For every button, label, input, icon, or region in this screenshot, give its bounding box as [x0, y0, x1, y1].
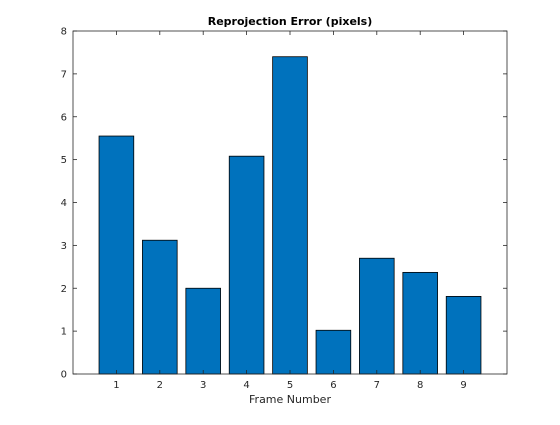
x-tick-label: 3 — [200, 380, 206, 391]
bar-frame-4 — [228, 155, 265, 375]
y-tick-label: 2 — [61, 284, 67, 295]
bar-frame-5 — [272, 56, 308, 375]
y-tick-label: 1 — [61, 327, 67, 338]
x-tick-label: 6 — [330, 380, 336, 391]
bar-frame-2 — [142, 239, 178, 375]
chart-title: Reprojection Error (pixels) — [208, 15, 373, 28]
bars-group — [98, 56, 482, 375]
bar-frame-8 — [402, 271, 438, 375]
x-tick-label: 8 — [417, 380, 423, 391]
x-tick-label: 4 — [243, 380, 249, 391]
y-tick-label: 3 — [61, 241, 67, 252]
x-tick-label: 2 — [157, 380, 163, 391]
y-tick-label: 7 — [61, 69, 67, 80]
x-tick-label: 9 — [460, 380, 466, 391]
x-tick-label: 5 — [287, 380, 293, 391]
bar-frame-3 — [185, 287, 221, 375]
y-tick-label: 4 — [61, 198, 67, 209]
y-tick-label: 6 — [61, 112, 67, 123]
y-tick-label: 8 — [61, 27, 67, 38]
y-tick-label: 0 — [61, 370, 67, 381]
x-axis-label: Frame Number — [249, 393, 331, 406]
x-tick-label: 1 — [113, 380, 119, 391]
ticks-group: 1 2 3 4 5 6 7 8 9 0 1 2 3 4 5 6 7 8 — [61, 27, 507, 391]
bar-frame-7 — [359, 257, 395, 375]
y-tick-label: 5 — [61, 155, 67, 166]
plot-frame — [72, 30, 508, 375]
x-tick-label: 7 — [374, 380, 380, 391]
bar-frame-6 — [315, 329, 352, 375]
bar-frame-1 — [98, 135, 135, 375]
bar-frame-9 — [445, 295, 482, 375]
